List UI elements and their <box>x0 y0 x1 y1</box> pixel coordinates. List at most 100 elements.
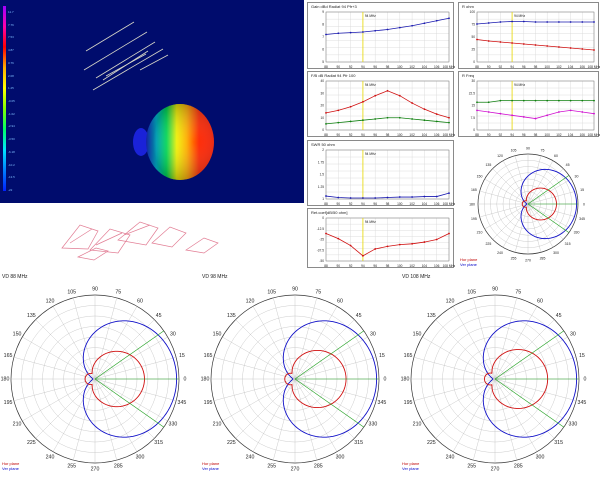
x-tick-label: 100 <box>545 65 551 69</box>
polar-angle-label: 105 <box>267 290 276 296</box>
data-point <box>423 241 426 243</box>
beamwidth-marker <box>494 330 564 380</box>
data-point <box>325 111 327 114</box>
data-point <box>546 99 549 102</box>
x-tick-label: 108 MHz <box>588 65 600 69</box>
polar-angle-label: 210 <box>413 422 422 428</box>
cursor-label: 94 MHz <box>365 14 376 18</box>
data-point <box>423 108 426 111</box>
cursor-label: 94 MHz <box>365 83 376 87</box>
polar-spoke <box>273 378 296 461</box>
polar-angle-label: 90 <box>526 147 530 151</box>
polar-spoke <box>514 203 529 253</box>
fb-chart[interactable]: F/B dB Radiat 94 Pfr 100 88 90 92 94 96 98 100… <box>307 71 455 137</box>
data-point <box>374 197 377 199</box>
radiation-3d-view[interactable]: 11.7 7.76 7.53 4.87 3.76 2.08 1.25 -0.05 -1.02 -2… <box>0 0 304 203</box>
polar-angle-label: 210 <box>213 422 222 428</box>
polar-angle-label: 105 <box>511 148 517 152</box>
polar-spoke <box>422 336 496 380</box>
x-tick-label: 104 <box>568 133 574 137</box>
polar-angle-label: 120 <box>497 154 503 158</box>
polar-angle-label: 240 <box>497 251 503 255</box>
y-tick-label: 100 <box>470 10 476 14</box>
data-point <box>411 118 413 120</box>
x-tick-label: 96 <box>522 65 526 69</box>
data-point <box>398 94 401 97</box>
x-tick-label: 92 <box>499 65 503 69</box>
r-freq-chart[interactable]: R Freq 88 90 92 94 96 98 100 102 104 106 108 MHz 0 7… <box>458 71 600 137</box>
polar-spoke <box>527 168 564 205</box>
data-point <box>411 102 413 104</box>
data-point <box>581 99 584 102</box>
polar-angle-label: 315 <box>154 440 163 446</box>
polar-spoke <box>294 378 368 422</box>
scale-label: -1.02 <box>8 111 15 116</box>
polar-angle-label: 0 <box>583 203 585 207</box>
data-point <box>325 195 327 197</box>
polar-spoke <box>294 319 355 380</box>
polar-angle-label: 240 <box>46 454 55 460</box>
data-point <box>593 49 595 51</box>
polar-spoke <box>294 357 377 380</box>
data-point <box>337 32 340 35</box>
r-ohm-chart[interactable]: R ohm 88 90 92 94 96 98 100 102 104 106 108 MHz 0 25… <box>458 2 600 69</box>
polar-98mhz[interactable]: VD 98 MHz 90 75 60 45 30 15 0 345 330 315 300 285 27… <box>200 272 400 478</box>
polar-88mhz[interactable]: VD 88 MHz 90 75 60 45 30 15 0 345 330 315 300 285 27… <box>0 272 200 478</box>
polar-angle-label: 225 <box>427 440 436 446</box>
data-point <box>398 243 401 246</box>
polar-angle-label: 270 <box>91 467 100 473</box>
polar-angle-label: 90 <box>292 287 298 293</box>
y-tick-label: 0 <box>473 128 475 132</box>
polar-spoke <box>452 378 496 452</box>
polar-small-legend: Hor plane Ver plane <box>460 257 477 267</box>
polar-spoke <box>494 306 538 380</box>
data-point <box>337 237 340 240</box>
data-point <box>349 197 352 199</box>
data-point <box>349 31 352 34</box>
y-tick-label: 50 <box>471 35 475 39</box>
polar-angle-label: 45 <box>356 313 362 319</box>
x-tick-label: 88 <box>475 133 479 137</box>
x-tick-label: 96 <box>373 264 377 268</box>
y-tick-label: 20 <box>320 104 324 108</box>
polar-angle-label: 315 <box>554 440 563 446</box>
polar-spoke <box>94 378 155 439</box>
back-lobe <box>133 128 149 156</box>
data-point <box>522 116 525 118</box>
polar-angle-label: 60 <box>137 299 143 305</box>
swr-chart[interactable]: SWR 50 ohm 88 90 92 94 96 98 100 102 104 106 108 M… <box>307 140 455 206</box>
polar-small[interactable]: 90 75 60 45 30 15 0 345 330 315 300 285 270 255 240 225… <box>458 140 599 268</box>
return-coef-chart[interactable]: Ret.coef[dB/50 ohm] 88 90 92 94 96 98 100 102 10… <box>307 208 455 268</box>
hor-plane-pattern <box>284 349 347 409</box>
polar-angle-label: 135 <box>427 313 436 319</box>
y-tick-label: 1.5 <box>320 173 325 177</box>
y-tick-label: 40 <box>320 79 324 83</box>
data-point <box>362 100 364 103</box>
polar-angle-label: 15 <box>179 353 185 359</box>
scale-label: -22 <box>8 188 13 192</box>
polar-angle-label: 300 <box>553 251 559 255</box>
data-point <box>435 19 438 22</box>
gain-chart-title: Gain dBd Radiat 94 Pfr+3 <box>311 4 357 9</box>
gain-chart[interactable]: Gain dBd Radiat 94 Pfr+3 88 90 92 94 96 98 100… <box>307 2 455 69</box>
data-point <box>487 111 490 113</box>
polar-spoke <box>94 297 117 380</box>
polar-angle-label: 75 <box>115 290 121 296</box>
polar-spoke <box>494 378 577 401</box>
polar-angle-label: 180 <box>469 203 475 207</box>
data-point <box>522 20 525 23</box>
polar-spoke <box>494 378 517 461</box>
data-point <box>487 101 490 104</box>
polar-angle-label: 60 <box>337 299 343 305</box>
polar-spoke <box>294 378 317 461</box>
data-point <box>522 43 525 45</box>
x-tick-label: 108 MHz <box>443 264 455 268</box>
y-tick-label: -12.5 <box>317 227 324 231</box>
polar-108mhz[interactable]: VD 108 MHz 90 75 60 45 30 15 0 345 330 315 300 285 2… <box>400 272 600 478</box>
polar-angle-label: 285 <box>514 463 523 469</box>
data-point <box>325 33 327 36</box>
data-point <box>423 22 426 25</box>
polar-108-legend: Hor plane Ver plane <box>402 461 420 471</box>
fb-chart-title: F/B dB Radiat 94 Pfr 100 <box>311 73 356 78</box>
polar-angle-label: 105 <box>67 290 76 296</box>
